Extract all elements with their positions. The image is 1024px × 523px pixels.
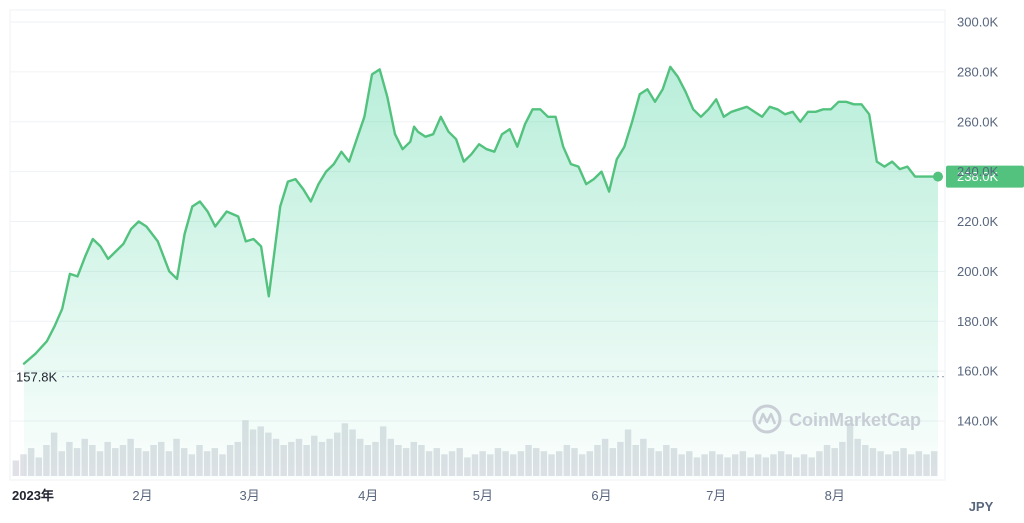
- volume-bar: [20, 454, 27, 476]
- currency-label: JPY: [969, 499, 994, 514]
- x-tick-label: 5月: [473, 488, 493, 503]
- last-price-label: 238.0K: [957, 169, 999, 184]
- x-tick-label: 7月: [706, 488, 726, 503]
- price-area: [24, 66, 938, 479]
- x-tick-label: 4月: [358, 488, 378, 503]
- y-axis-ticks: 300.0K 280.0K 260.0K 240.0K 220.0K 200.0K 180.…: [957, 15, 999, 429]
- y-tick-label: 240.0K: [957, 164, 999, 179]
- x-axis-ticks: 2023年 2月 3月 4月 5月 6月 7月 8月: [12, 488, 845, 503]
- y-tick-label: 140.0K: [957, 414, 999, 429]
- y-tick-label: 260.0K: [957, 114, 999, 129]
- y-tick-label: 160.0K: [957, 364, 999, 379]
- x-tick-label: 2023年: [12, 488, 54, 503]
- x-tick-label: 3月: [240, 488, 260, 503]
- last-price-badge: [946, 165, 1024, 188]
- x-tick-label: 8月: [825, 488, 845, 503]
- y-tick-label: 200.0K: [957, 264, 999, 279]
- x-tick-label: 2月: [132, 488, 152, 503]
- coinmarketcap-logo-icon: [752, 404, 782, 434]
- price-line: [22, 65, 940, 365]
- coinmarketcap-logo-mark: [757, 412, 777, 425]
- y-tick-label: 220.0K: [957, 214, 999, 229]
- y-tick-label: 300.0K: [957, 15, 999, 30]
- watermark-text: CoinMarketCap: [789, 410, 921, 430]
- last-price-dot: [933, 171, 943, 182]
- y-tick-label: 280.0K: [957, 64, 999, 79]
- y-tick-label: 180.0K: [957, 314, 999, 329]
- low-price-label: 157.8K: [16, 370, 58, 385]
- volume-bar: [12, 460, 20, 476]
- chart-border: [9, 9, 946, 481]
- watermark: CoinMarketCap: [752, 404, 921, 434]
- x-tick-label: 6月: [591, 488, 611, 503]
